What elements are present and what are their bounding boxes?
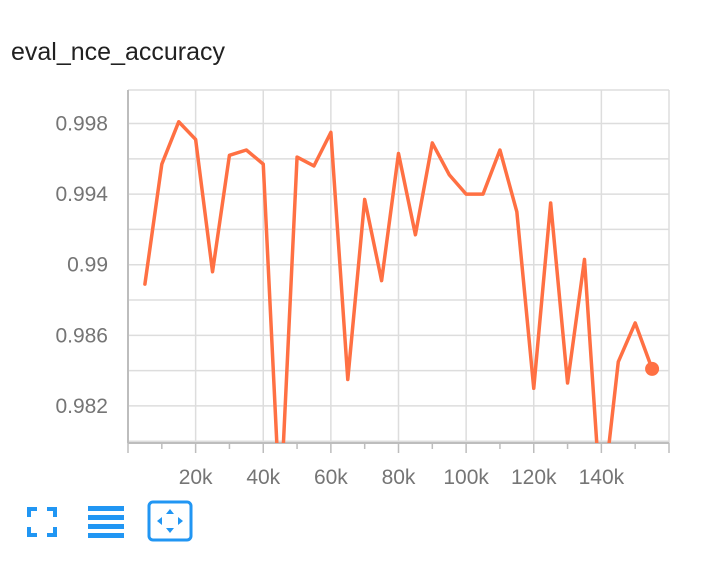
x-tick-label: 120k (511, 466, 557, 489)
y-tick-label: 0.982 (55, 395, 108, 418)
x-tick-label: 100k (443, 466, 489, 489)
fit-domain-icon (147, 500, 193, 542)
y-tick-label: 0.986 (55, 324, 108, 347)
line-chart: 0.982 0.986 0.99 0.994 0.998 20k 40k 60k 80k 100… (55, 89, 670, 489)
y-tick-label: 0.994 (55, 183, 108, 206)
x-tick-label: 80k (382, 466, 416, 489)
last-point-marker (645, 361, 660, 376)
x-tick-label: 140k (579, 466, 625, 489)
series-line (143, 120, 654, 443)
markers (645, 361, 660, 376)
series-group (143, 120, 654, 443)
grid (128, 89, 670, 443)
axes (127, 90, 670, 453)
chart-title: eval_nce_accuracy (11, 38, 226, 66)
x-tick-labels: 20k 40k 60k 80k 100k 120k 140k (179, 466, 625, 489)
x-tick-label: 60k (314, 466, 348, 489)
y-tick-labels: 0.982 0.986 0.99 0.994 0.998 (55, 113, 108, 418)
y-tick-label: 0.99 (67, 254, 108, 277)
y-tick-label: 0.998 (55, 113, 108, 136)
fit-domain-button[interactable] (147, 500, 193, 542)
toggle-y-log-button[interactable] (86, 504, 126, 540)
fullscreen-button[interactable] (25, 505, 59, 539)
x-tick-label: 40k (246, 466, 280, 489)
list-icon (88, 506, 124, 538)
fullscreen-icon (27, 507, 57, 537)
x-tick-label: 20k (179, 466, 213, 489)
